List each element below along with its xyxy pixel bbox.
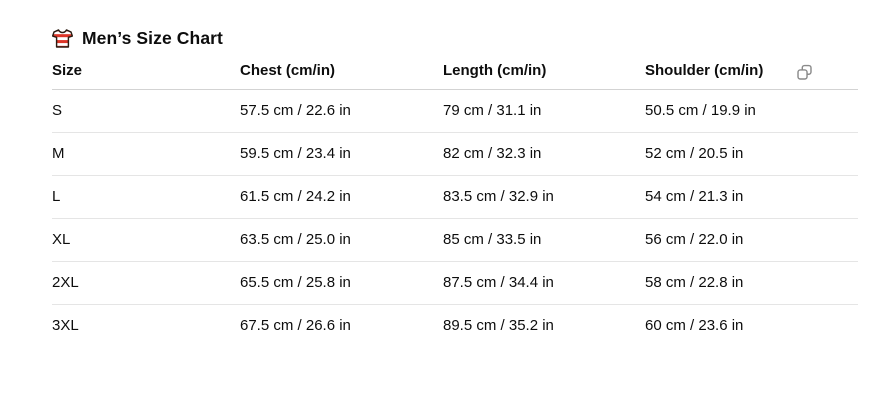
cell-length: 85 cm / 33.5 in [443,218,645,262]
table-row: L 61.5 cm / 24.2 in 83.5 cm / 32.9 in 54 cm… [52,175,858,219]
table-header-row: Size Chest (cm/in) Length (cm/in) Should… [52,62,858,90]
cell-length: 87.5 cm / 34.4 in [443,261,645,305]
cell-size: 3XL [52,317,79,334]
page-title: Men’s Size Chart [82,27,223,48]
table-row: 3XL 67.5 cm / 26.6 in 89.5 cm / 35.2 in 60 … [52,305,858,348]
striped-shirt-icon [52,28,73,48]
table-row: M 59.5 cm / 23.4 in 82 cm / 32.3 in 52 cm /… [52,132,858,176]
cell-shoulder: 60 cm / 23.6 in [645,317,744,334]
cell-shoulder: 58 cm / 22.8 in [645,261,858,305]
cell-size: 2XL [52,261,240,305]
cell-size: XL [52,218,240,262]
size-chart-container: Size Chest (cm/in) Length (cm/in) Should… [52,62,858,347]
cell-chest: 59.5 cm / 23.4 in [240,132,443,176]
table-row: 2XL 65.5 cm / 25.8 in 87.5 cm / 34.4 in 58 … [52,261,858,305]
cell-chest: 63.5 cm / 25.0 in [240,218,443,262]
cell-size: S [52,89,240,133]
page: Men’s Size Chart Size Chest (cm/in) Leng… [52,26,876,347]
cell-length: 82 cm / 32.3 in [443,132,645,176]
cell-shoulder: 56 cm / 22.0 in [645,218,858,262]
column-header-length: Length (cm/in) [443,62,645,90]
cell-size: M [52,132,240,176]
cell-chest: 57.5 cm / 22.6 in [240,89,443,133]
copy-table-button[interactable] [792,60,816,84]
cell-chest: 67.5 cm / 26.6 in [240,317,351,334]
cell-shoulder: 54 cm / 21.3 in [645,175,858,219]
cell-chest: 65.5 cm / 25.8 in [240,261,443,305]
cell-length: 83.5 cm / 32.9 in [443,175,645,219]
table-row: XL 63.5 cm / 25.0 in 85 cm / 33.5 in 56 cm … [52,218,858,262]
size-chart-table: Size Chest (cm/in) Length (cm/in) Should… [52,62,858,347]
cell-shoulder: 52 cm / 20.5 in [645,132,858,176]
cell-length: 89.5 cm / 35.2 in [443,317,554,334]
cell-length: 79 cm / 31.1 in [443,89,645,133]
copy-icon [796,64,812,80]
cell-size: L [52,175,240,219]
size-chart-body: S 57.5 cm / 22.6 in 79 cm / 31.1 in 50.5 cm… [52,89,858,348]
column-header-size: Size [52,62,240,90]
column-header-shoulder: Shoulder (cm/in) [645,62,858,90]
cell-shoulder: 50.5 cm / 19.9 in [645,89,858,133]
section-header: Men’s Size Chart [52,26,876,50]
cell-chest: 61.5 cm / 24.2 in [240,175,443,219]
column-header-chest: Chest (cm/in) [240,62,443,90]
table-row: S 57.5 cm / 22.6 in 79 cm / 31.1 in 50.5 cm… [52,89,858,133]
